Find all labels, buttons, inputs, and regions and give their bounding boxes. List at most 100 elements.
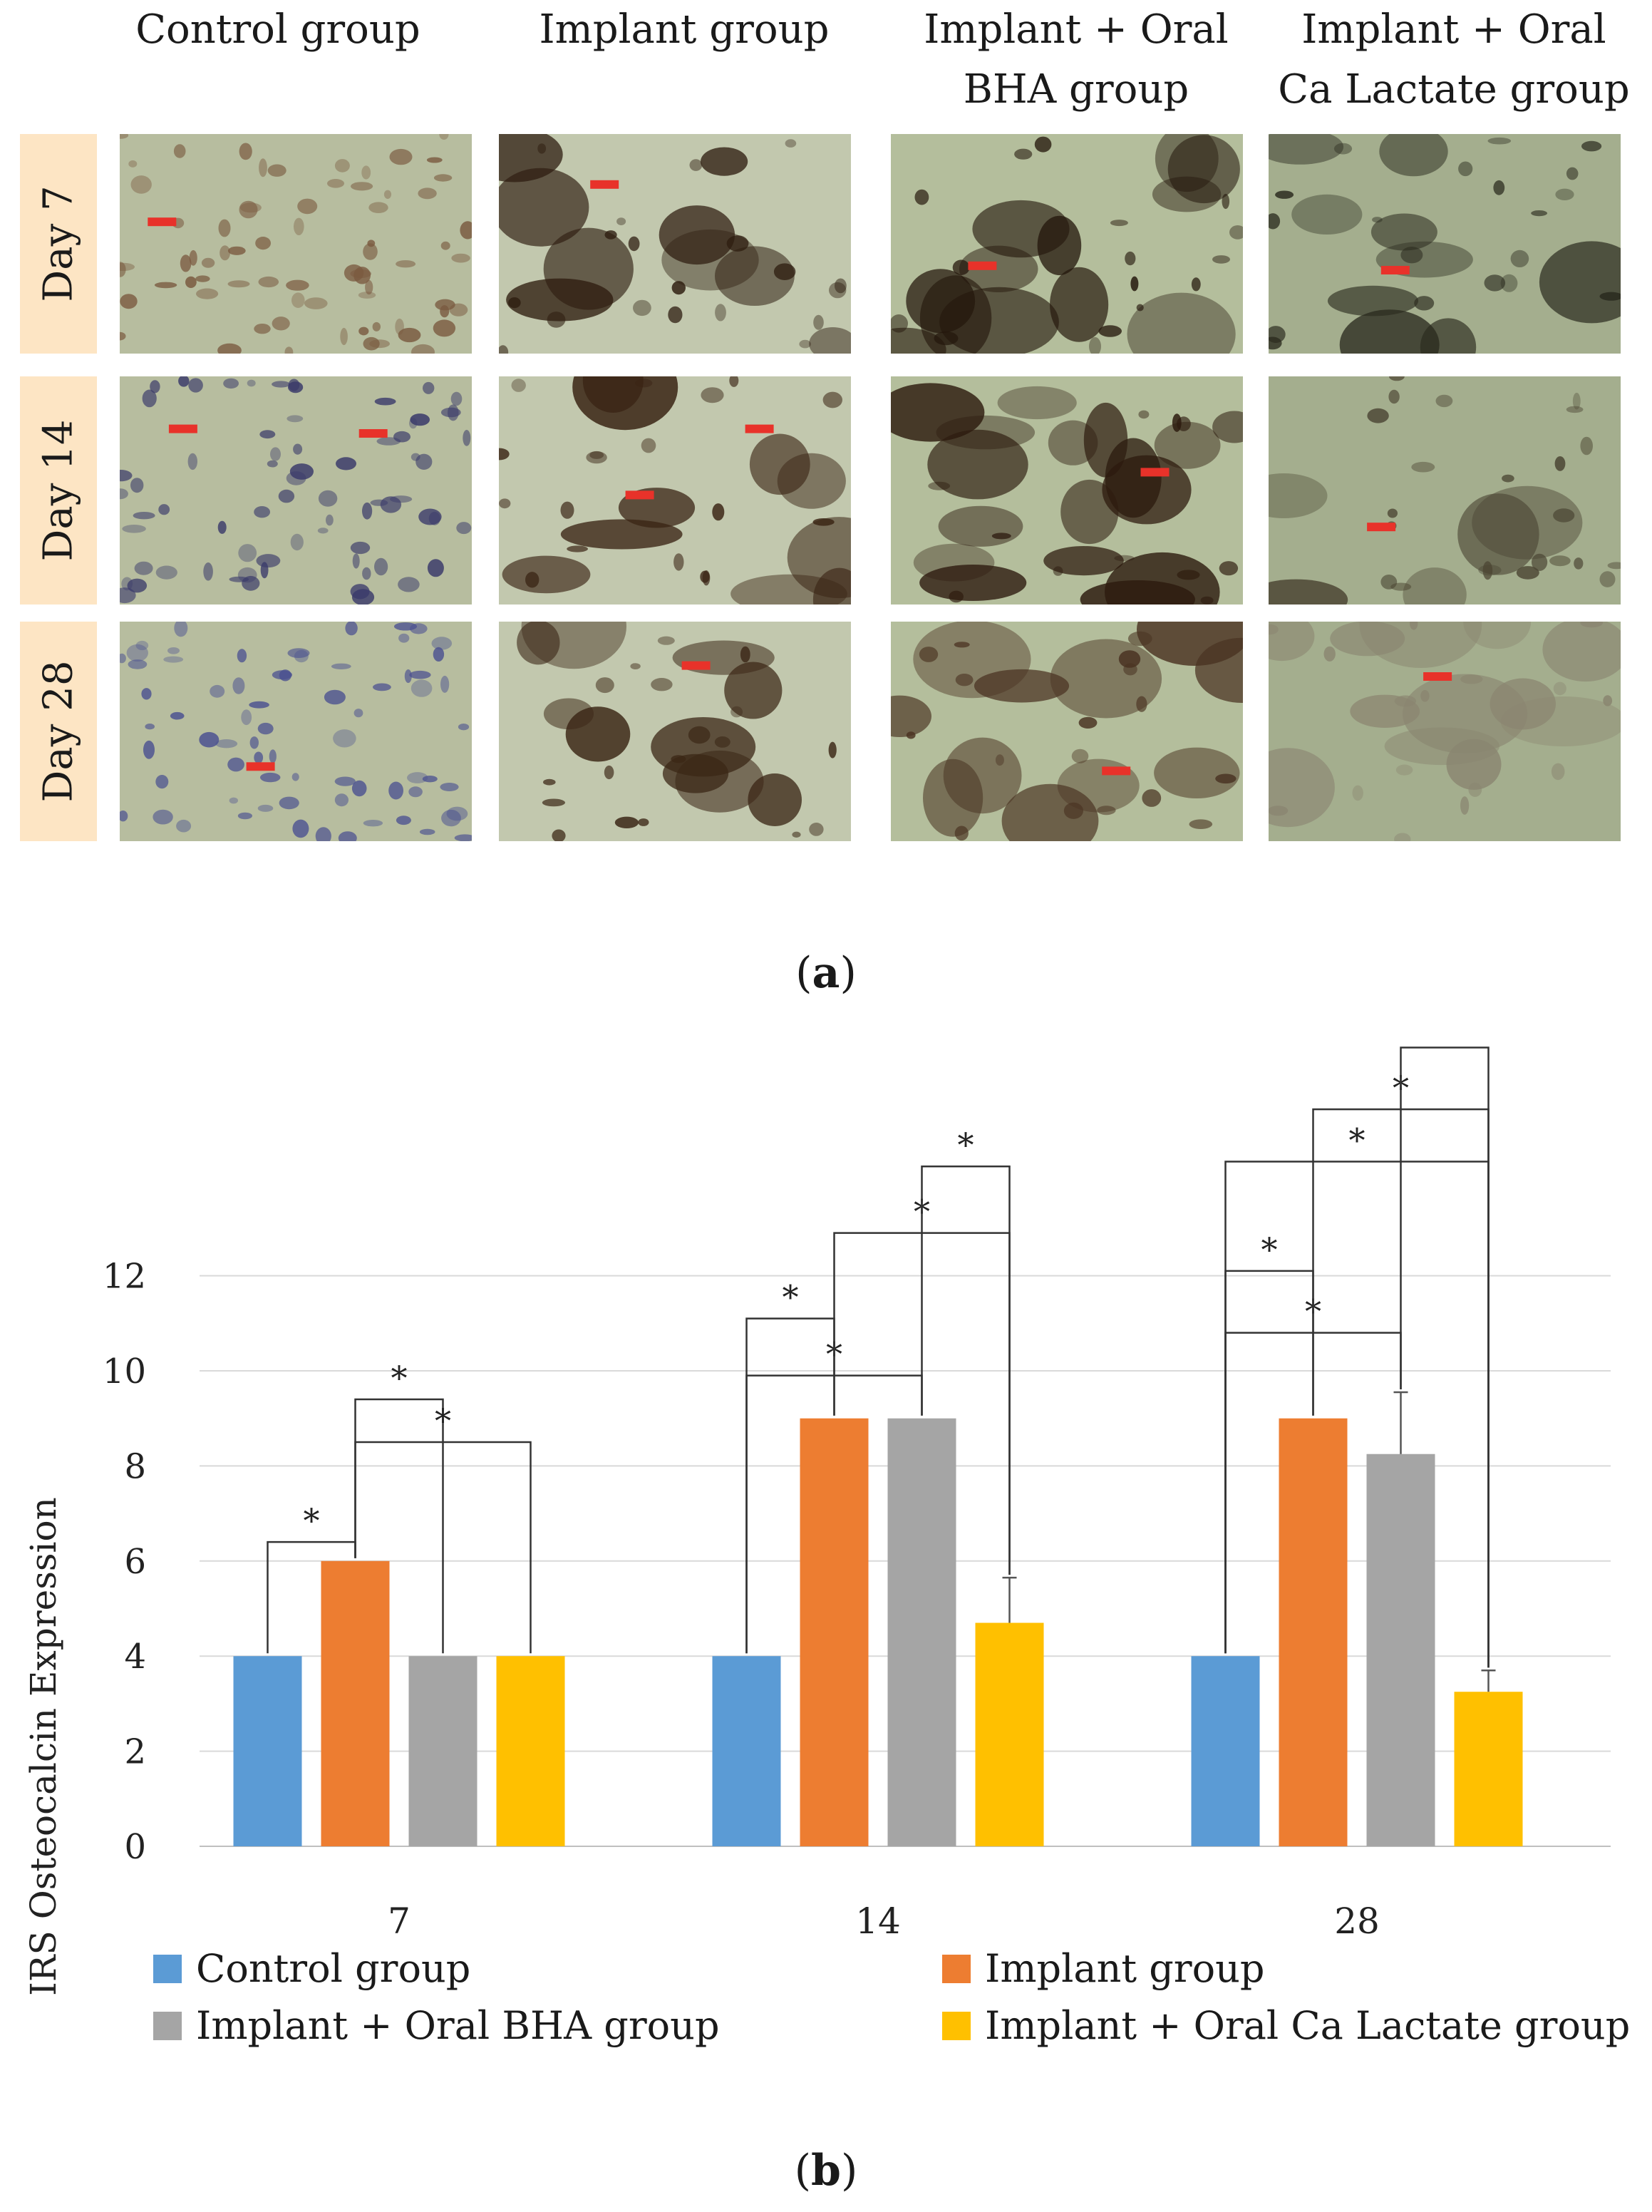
y-tick-label: 4	[124, 1637, 146, 1677]
chart-bars	[233, 1391, 1523, 1846]
x-tick-label: 14	[855, 1900, 901, 1942]
panel-b-letter: b	[811, 2146, 841, 2196]
bar	[800, 1418, 869, 1846]
legend-swatch-calactate	[942, 2011, 971, 2040]
significance-star: *	[391, 1359, 408, 1397]
red-arrow-marker	[1380, 266, 1410, 274]
legend-label-bha: Implant + Oral BHA group	[196, 2003, 720, 2048]
red-arrow-marker	[625, 490, 654, 500]
micrograph-image	[499, 376, 851, 605]
red-arrow-marker	[590, 180, 619, 189]
micrograph-image	[499, 134, 851, 354]
micrograph-tile	[891, 622, 1243, 841]
micrograph-tile	[499, 376, 851, 605]
y-tick-label: 10	[103, 1352, 146, 1391]
bar	[1454, 1692, 1523, 1846]
micrograph-image	[1269, 622, 1621, 841]
legend-implant: Implant group	[942, 1946, 1264, 1991]
micrograph-image	[1269, 134, 1621, 354]
bar	[1366, 1454, 1435, 1846]
significance-bracket	[1400, 1046, 1490, 1668]
y-tick-label: 12	[103, 1257, 146, 1297]
red-arrow-marker	[681, 661, 711, 670]
chart-y-ticks: 0 2 4 6 8 10 12	[103, 1257, 146, 1867]
significance-star: *	[1349, 1121, 1366, 1160]
bar	[887, 1418, 956, 1846]
red-arrow-marker	[745, 424, 774, 433]
panel-a-letter: a	[812, 948, 840, 998]
y-tick-label: 2	[124, 1732, 146, 1772]
significance-star: *	[304, 1501, 320, 1540]
red-arrow-marker	[148, 217, 177, 227]
bar	[408, 1656, 477, 1846]
legend-control: Control group	[153, 1946, 470, 1991]
red-arrow-marker	[358, 429, 388, 438]
significance-star: *	[783, 1278, 799, 1317]
row-label-day14: Day 14	[20, 376, 97, 605]
micrograph-tile	[120, 622, 472, 841]
bar	[233, 1656, 302, 1846]
y-tick-label: 6	[124, 1542, 146, 1582]
chart-x-ticks: 7 14 28	[388, 1900, 1380, 1942]
y-tick-label: 0	[124, 1827, 146, 1867]
micrograph-tile	[891, 376, 1243, 605]
red-arrow-marker	[168, 424, 197, 433]
column-header-control: Control group	[135, 6, 420, 53]
micrograph-tile	[891, 134, 1243, 354]
significance-bracket	[921, 1165, 1011, 1575]
micrograph-image	[120, 134, 472, 354]
significance-star: *	[1437, 1034, 1453, 1045]
column-header-implant: Implant group	[539, 6, 830, 53]
chart-significance-brackets: ************	[267, 1034, 1490, 1668]
column-header-bha: Implant + Oral BHA group	[924, 6, 1229, 113]
red-arrow-marker	[1102, 766, 1131, 776]
micrograph-tile	[120, 376, 472, 605]
micrograph-image	[891, 134, 1243, 354]
micrograph-image	[499, 622, 851, 841]
micrograph-tile	[499, 134, 851, 354]
legend-calactate: Implant + Oral Ca Lactate group	[942, 2003, 1630, 2048]
significance-star: *	[435, 1401, 451, 1440]
significance-bracket	[354, 1441, 532, 1654]
bar	[1279, 1418, 1348, 1846]
red-arrow-marker	[1423, 672, 1452, 681]
red-arrow-marker	[968, 261, 997, 270]
micrograph-image	[891, 622, 1243, 841]
x-tick-label: 28	[1334, 1900, 1380, 1942]
significance-star: *	[1261, 1230, 1278, 1269]
row-label-day28-text: Day 28	[35, 660, 82, 803]
red-arrow-marker	[1140, 468, 1170, 477]
micrograph-tile	[1269, 376, 1621, 605]
micrograph-tile	[1269, 134, 1621, 354]
panel-b-label: (b)	[794, 2146, 858, 2196]
row-label-day14-text: Day 14	[35, 419, 82, 562]
micrograph-tile	[120, 134, 472, 354]
panel-a-label: (a)	[795, 948, 857, 998]
x-tick-label: 7	[388, 1900, 411, 1942]
row-label-day28: Day 28	[20, 622, 97, 841]
micrograph-tile	[499, 622, 851, 841]
row-label-day7: Day 7	[20, 134, 97, 354]
bar	[321, 1560, 390, 1846]
legend-label-control: Control group	[196, 1946, 471, 1991]
row-label-day7-text: Day 7	[35, 185, 82, 302]
legend-swatch-control	[153, 1954, 182, 1983]
micrograph-image	[120, 622, 472, 841]
chart-y-axis-label: IRS Osteocalcin Expression	[23, 1497, 64, 1996]
bar	[496, 1656, 565, 1846]
bar	[1191, 1656, 1260, 1846]
red-arrow-marker	[1367, 523, 1396, 532]
legend-swatch-bha	[153, 2011, 182, 2040]
legend-bha: Implant + Oral BHA group	[153, 2003, 720, 2048]
y-tick-label: 8	[124, 1446, 146, 1486]
legend-label-implant: Implant group	[985, 1946, 1265, 1991]
legend-swatch-implant	[942, 1954, 971, 1983]
legend-label-calactate: Implant + Oral Ca Lactate group	[985, 2003, 1631, 2048]
micrograph-tile	[1269, 622, 1621, 841]
column-header-calactate: Implant + Oral Ca Lactate group	[1278, 6, 1630, 113]
bar	[975, 1622, 1044, 1846]
red-arrow-marker	[246, 762, 275, 771]
significance-star: *	[958, 1126, 974, 1164]
bar	[712, 1656, 781, 1846]
